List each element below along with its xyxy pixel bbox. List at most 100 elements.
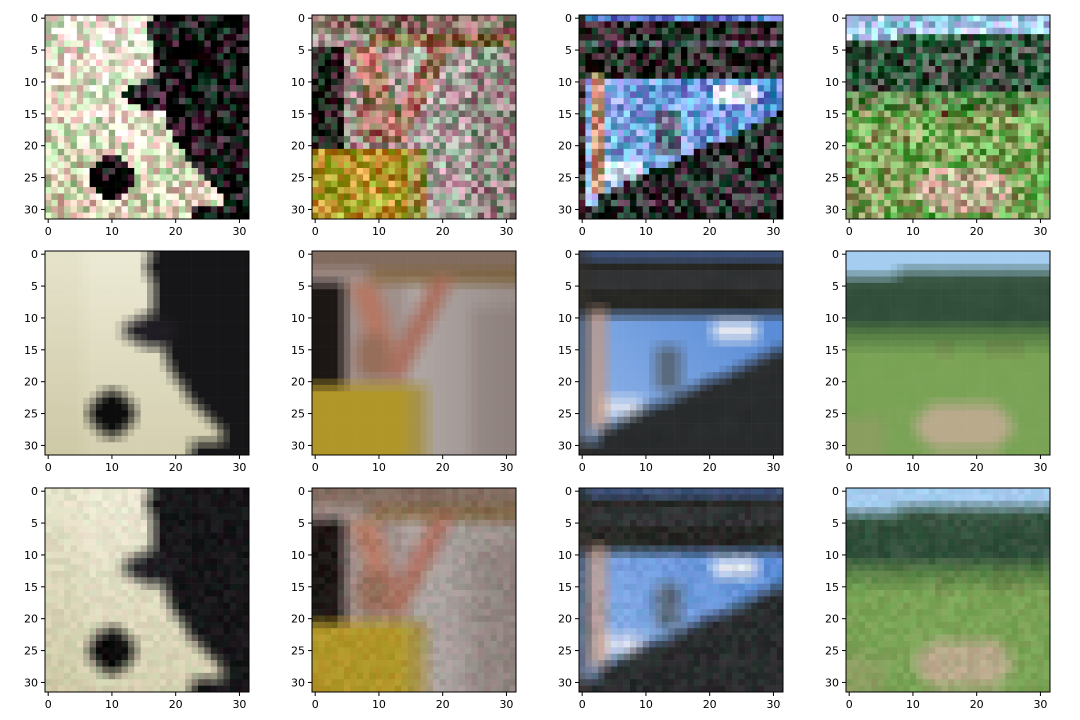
axes-frame	[845, 14, 1051, 220]
y-tick-label: 15	[825, 108, 839, 121]
x-tick-label: 10	[906, 461, 920, 474]
y-tick-label: 10	[558, 312, 572, 325]
axes-frame	[44, 14, 250, 220]
y-tick-label: 10	[825, 76, 839, 89]
x-tick-label: 30	[499, 698, 513, 711]
y-tick-label: 10	[24, 549, 38, 562]
y-tick-label: 5	[298, 517, 305, 530]
axes-frame	[311, 487, 517, 693]
y-tick-label: 20	[825, 140, 839, 153]
y-tick-label: 25	[291, 408, 305, 421]
y-tick-label: 20	[825, 376, 839, 389]
y-tick-label: 15	[558, 108, 572, 121]
x-tick-label: 10	[105, 461, 119, 474]
y-tick-label: 25	[24, 645, 38, 658]
y-tick-label: 0	[565, 485, 572, 498]
y-tick-label: 10	[24, 76, 38, 89]
axes-frame	[44, 250, 250, 456]
x-tick-label: 0	[45, 461, 52, 474]
y-tick-label: 30	[291, 676, 305, 689]
y-tick-label: 20	[558, 376, 572, 389]
y-tick-label: 5	[565, 517, 572, 530]
image-sky-through-frame	[579, 15, 784, 220]
y-tick-label: 0	[298, 12, 305, 25]
x-tick-label: 10	[372, 698, 386, 711]
y-tick-label: 0	[565, 248, 572, 261]
y-tick-label: 15	[291, 108, 305, 121]
y-tick-label: 20	[291, 376, 305, 389]
y-tick-label: 25	[825, 408, 839, 421]
x-tick-label: 30	[1033, 698, 1047, 711]
y-tick-label: 20	[291, 613, 305, 626]
image-grassland-hills	[846, 15, 1051, 220]
y-tick-label: 25	[24, 408, 38, 421]
y-tick-label: 5	[31, 517, 38, 530]
x-tick-label: 10	[906, 225, 920, 238]
x-tick-label: 30	[232, 225, 246, 238]
y-tick-label: 5	[565, 280, 572, 293]
image-panda-face	[45, 15, 250, 220]
y-tick-label: 30	[291, 439, 305, 452]
y-tick-label: 20	[558, 140, 572, 153]
image-panda-face	[45, 251, 250, 456]
y-tick-label: 0	[298, 248, 305, 261]
x-tick-label: 30	[499, 225, 513, 238]
y-tick-label: 15	[24, 108, 38, 121]
x-tick-label: 30	[232, 698, 246, 711]
image-grassland-hills	[846, 488, 1051, 693]
image-panda-face	[45, 488, 250, 693]
y-tick-label: 25	[558, 172, 572, 185]
y-tick-label: 15	[291, 581, 305, 594]
image-sky-through-frame	[579, 251, 784, 456]
panel-denoised-panda-face: 0 10 20 30 0 5 10 15 20 25 30	[24, 485, 250, 711]
x-tick-label: 20	[970, 461, 984, 474]
x-tick-label: 0	[579, 225, 586, 238]
image-grassland-hills	[846, 251, 1051, 456]
x-tick-label: 0	[579, 698, 586, 711]
x-tick-label: 0	[579, 461, 586, 474]
y-tick-label: 30	[825, 203, 839, 216]
y-tick-label: 30	[24, 676, 38, 689]
axes-frame	[578, 250, 784, 456]
y-tick-label: 20	[24, 140, 38, 153]
y-tick-label: 25	[558, 408, 572, 421]
axes-frame	[578, 14, 784, 220]
x-tick-label: 0	[312, 698, 319, 711]
axes-frame	[311, 14, 517, 220]
y-tick-label: 0	[832, 485, 839, 498]
y-tick-label: 15	[558, 581, 572, 594]
y-tick-label: 20	[24, 613, 38, 626]
axes-frame	[845, 250, 1051, 456]
y-tick-label: 30	[558, 203, 572, 216]
y-tick-label: 5	[298, 44, 305, 57]
y-tick-label: 15	[825, 344, 839, 357]
x-tick-label: 20	[703, 698, 717, 711]
y-tick-label: 30	[291, 203, 305, 216]
x-tick-label: 30	[1033, 225, 1047, 238]
x-tick-label: 30	[1033, 461, 1047, 474]
y-tick-label: 20	[825, 613, 839, 626]
y-tick-label: 0	[31, 12, 38, 25]
y-tick-label: 5	[832, 517, 839, 530]
y-tick-label: 25	[825, 645, 839, 658]
y-tick-label: 15	[558, 344, 572, 357]
x-tick-label: 10	[639, 225, 653, 238]
panel-noisy-person-in-yellow-shirt: 0 10 20 30 0 5 10 15 20 25 30	[291, 12, 517, 238]
y-tick-label: 5	[31, 280, 38, 293]
y-tick-label: 15	[825, 581, 839, 594]
panel-noisy-sky-through-frame: 0 10 20 30 0 5 10 15 20 25 30	[558, 12, 784, 238]
panel-noisy-panda-face: 0 10 20 30 0 5 10 15 20 25 30	[24, 12, 250, 238]
x-tick-label: 30	[232, 461, 246, 474]
y-tick-label: 15	[24, 344, 38, 357]
x-tick-label: 20	[169, 461, 183, 474]
y-tick-label: 20	[558, 613, 572, 626]
x-tick-label: 0	[45, 225, 52, 238]
x-tick-label: 30	[766, 225, 780, 238]
y-tick-label: 25	[825, 172, 839, 185]
y-tick-label: 10	[558, 76, 572, 89]
x-tick-label: 20	[169, 225, 183, 238]
y-tick-label: 10	[558, 549, 572, 562]
y-tick-label: 5	[832, 280, 839, 293]
x-tick-label: 10	[639, 461, 653, 474]
